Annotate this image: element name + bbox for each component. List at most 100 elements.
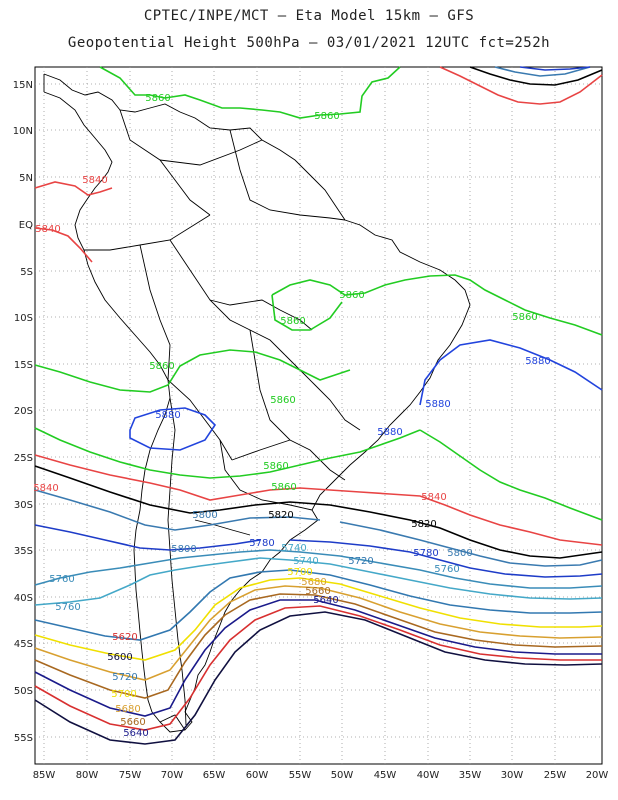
contour-label: 5840 <box>82 175 107 186</box>
longitude-labels: 85W 80W 75W 70W 65W 60W 55W 50W 45W 40W 35W 30W 25W 2… <box>33 770 609 781</box>
lon-tick-label: 85W <box>33 770 56 781</box>
lat-tick-label: 15N <box>13 80 33 91</box>
contour-5840-south <box>34 454 603 546</box>
contour-label: 5700 <box>287 567 312 578</box>
contour-5700 <box>34 577 603 661</box>
contour-5780-ne <box>519 66 591 71</box>
contour-label: 5860 <box>314 111 339 122</box>
contour-lines <box>34 66 603 745</box>
contour-label: 5780 <box>249 538 274 549</box>
contour-5860-west <box>34 349 351 393</box>
contour-label: 5820 <box>411 519 436 530</box>
contour-label: 5740 <box>281 543 306 554</box>
coastlines <box>43 73 471 733</box>
contour-label: 5600 <box>107 652 132 663</box>
lat-tick-label: 45S <box>14 639 33 650</box>
contour-5880-blue-east <box>419 339 603 406</box>
lon-tick-label: 65W <box>203 770 226 781</box>
contour-5720 <box>34 569 603 641</box>
lon-tick-label: 40W <box>417 770 440 781</box>
contour-label: 5880 <box>425 399 450 410</box>
contour-label: 5760 <box>49 574 74 585</box>
contour-value-labels: 5860 5860 5840 5840 5860 5860 5860 5860 5880 5880… <box>33 93 550 739</box>
contour-label: 5860 <box>280 316 305 327</box>
contour-5760 <box>34 549 603 589</box>
contour-5860-south <box>34 427 421 479</box>
graticule <box>35 67 602 764</box>
lat-tick-label: 55S <box>14 733 33 744</box>
lat-tick-label: 5N <box>19 173 33 184</box>
contour-label: 5880 <box>377 427 402 438</box>
contour-label: 5820 <box>268 510 293 521</box>
lat-tick-label: 15S <box>14 360 33 371</box>
lon-tick-label: 70W <box>161 770 184 781</box>
lat-tick-label: 25S <box>14 453 33 464</box>
lat-tick-label: 30S <box>14 500 33 511</box>
contour-label: 5860 <box>149 361 174 372</box>
contour-5640 <box>34 599 602 717</box>
contour-label: 5720 <box>112 672 137 683</box>
title-line-1: CPTEC/INPE/MCT – Eta Model 15km – GFS <box>143 8 475 24</box>
lon-tick-label: 25W <box>544 770 567 781</box>
contour-5820 <box>34 465 603 559</box>
lat-tick-label: 10N <box>13 126 33 137</box>
contour-label: 5680 <box>115 704 140 715</box>
contour-label: 5840 <box>33 483 58 494</box>
contour-5620 <box>34 605 602 731</box>
lon-tick-label: 35W <box>459 770 482 781</box>
lat-tick-label: EQ <box>19 220 33 231</box>
contour-label: 5840 <box>421 492 446 503</box>
contour-5600 <box>34 611 603 745</box>
contour-label: 5700 <box>111 689 136 700</box>
contour-5660 <box>34 593 603 699</box>
contour-5680 <box>34 585 603 681</box>
contour-label: 5860 <box>270 395 295 406</box>
contour-label: 5760 <box>434 564 459 575</box>
contour-label: 5860 <box>271 482 296 493</box>
contour-5800-ne <box>494 66 591 77</box>
contour-5860-north <box>99 66 401 119</box>
contour-5780 <box>34 524 603 578</box>
contour-label: 5860 <box>145 93 170 104</box>
lon-tick-label: 80W <box>76 770 99 781</box>
contour-5740 <box>34 557 603 606</box>
contour-label: 5740 <box>293 556 318 567</box>
lat-tick-label: 5S <box>20 267 33 278</box>
contour-label: 5760 <box>55 602 80 613</box>
contour-label: 5780 <box>413 548 438 559</box>
contour-5860-center <box>271 274 603 336</box>
latitude-labels: 15N 10N 5N EQ 5S 10S 15S 20S 25S 30S 35S 40S 45S 50S 5… <box>13 80 33 744</box>
lon-tick-label: 30W <box>501 770 524 781</box>
contour-label: 5640 <box>313 595 338 606</box>
contour-label: 5860 <box>263 461 288 472</box>
lon-tick-label: 45W <box>374 770 397 781</box>
contour-label: 5880 <box>525 356 550 367</box>
contour-label: 5660 <box>120 717 145 728</box>
contour-label: 5800 <box>447 548 472 559</box>
lat-tick-label: 10S <box>14 313 33 324</box>
contour-label: 5720 <box>348 556 373 567</box>
contour-5880-blue-west <box>129 407 217 451</box>
contour-5800 <box>34 489 603 567</box>
title-line-2: Geopotential Height 500hPa – 03/01/2021 … <box>67 35 551 51</box>
contour-label: 5860 <box>512 312 537 323</box>
lat-tick-label: 40S <box>14 593 33 604</box>
contour-5860-loop <box>271 294 343 331</box>
lon-tick-label: 55W <box>289 770 312 781</box>
lon-tick-label: 75W <box>119 770 142 781</box>
contour-5860-east <box>419 429 603 521</box>
lat-tick-label: 20S <box>14 406 33 417</box>
contour-label: 5640 <box>123 728 148 739</box>
contour-label: 5800 <box>171 544 196 555</box>
contour-label: 5800 <box>192 510 217 521</box>
contour-label: 5680 <box>301 577 326 588</box>
contour-5820-ne <box>469 66 603 86</box>
lon-tick-label: 60W <box>246 770 269 781</box>
lat-tick-label: 50S <box>14 686 33 697</box>
contour-label: 5860 <box>339 290 364 301</box>
contour-5840-ne <box>439 66 603 105</box>
contour-label: 5840 <box>35 224 60 235</box>
lon-tick-label: 50W <box>331 770 354 781</box>
contour-5840-nw <box>34 181 113 263</box>
